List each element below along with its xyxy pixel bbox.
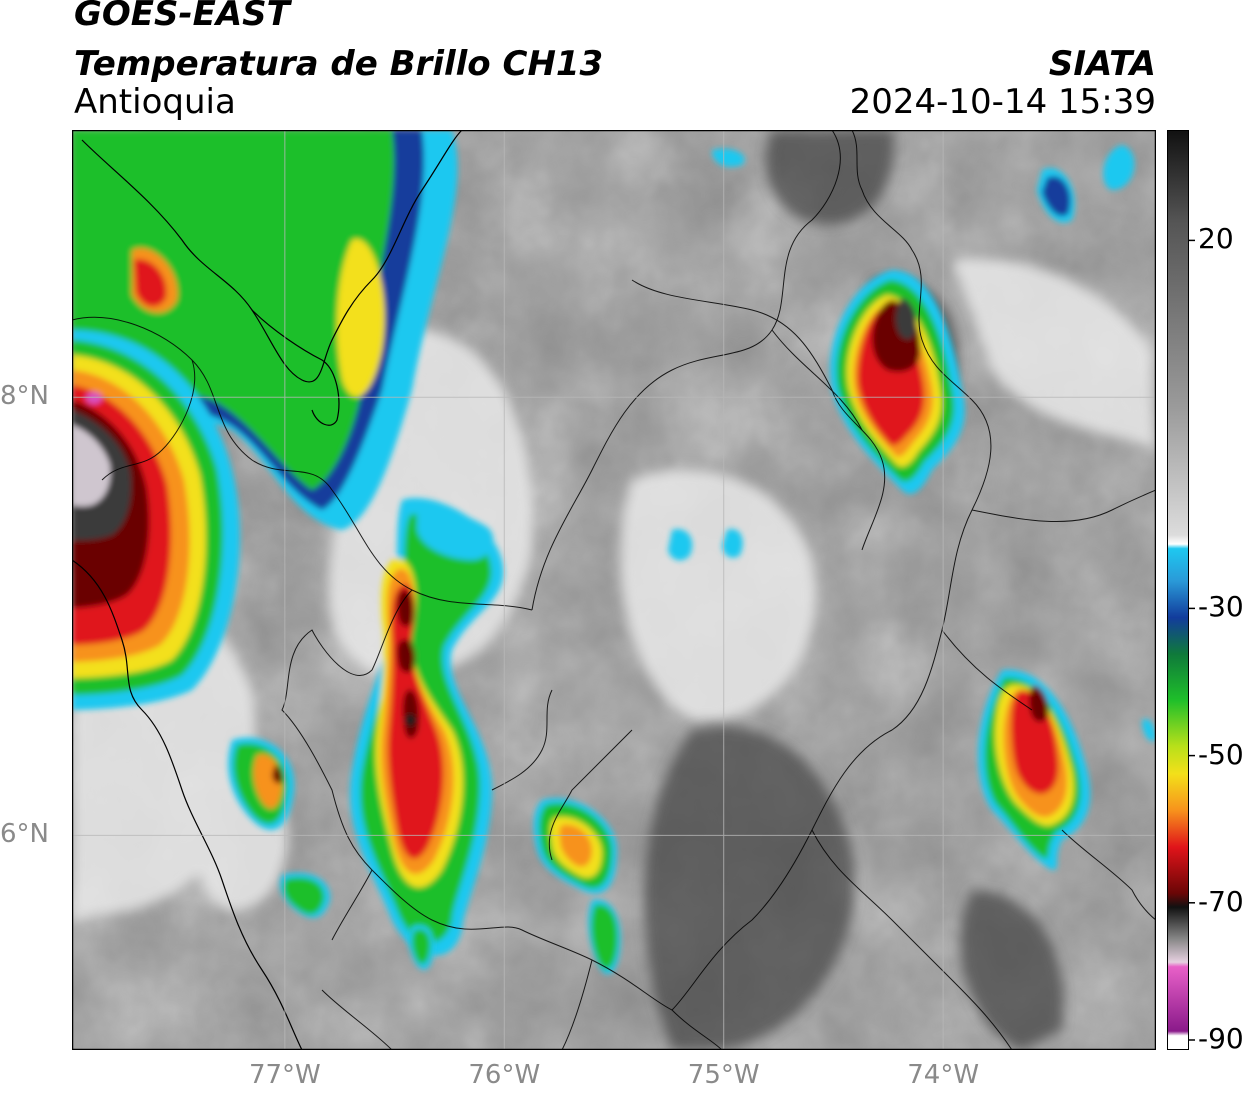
satellite-map bbox=[72, 130, 1156, 1050]
map-frame bbox=[72, 130, 1156, 1050]
colorbar-label-minus50: -50 bbox=[1198, 737, 1244, 771]
colorbar-label-20: 20 bbox=[1198, 222, 1234, 256]
colorbar bbox=[1167, 130, 1195, 1050]
colorbar-label-minus30: -30 bbox=[1198, 590, 1244, 624]
lon-label-74w: 74°W bbox=[907, 1060, 980, 1090]
product-title: GOES-EAST bbox=[74, 0, 290, 34]
lon-label-75w: 75°W bbox=[687, 1060, 760, 1090]
product-subtitle: Temperatura de Brillo CH13 bbox=[74, 44, 604, 84]
coastline bbox=[72, 130, 463, 1050]
lon-label-76w: 76°W bbox=[468, 1060, 541, 1090]
storm-east-top bbox=[830, 270, 965, 494]
agency-label: SIATA bbox=[1048, 44, 1156, 84]
storm-west-coast bbox=[72, 130, 458, 710]
storm-east-bottom bbox=[978, 669, 1091, 870]
colorbar-label-minus90: -90 bbox=[1198, 1022, 1244, 1055]
lat-label-6n: 6°N bbox=[0, 819, 49, 850]
timestamp: 2024-10-14 15:39 bbox=[849, 82, 1156, 122]
political-borders bbox=[72, 130, 1156, 1050]
lat-label-8n: 8°N bbox=[0, 381, 49, 412]
lon-label-77w: 77°W bbox=[248, 1060, 321, 1090]
colorbar-label-minus70: -70 bbox=[1198, 884, 1244, 918]
region-label: Antioquia bbox=[74, 82, 236, 122]
graticule bbox=[72, 130, 1156, 1050]
